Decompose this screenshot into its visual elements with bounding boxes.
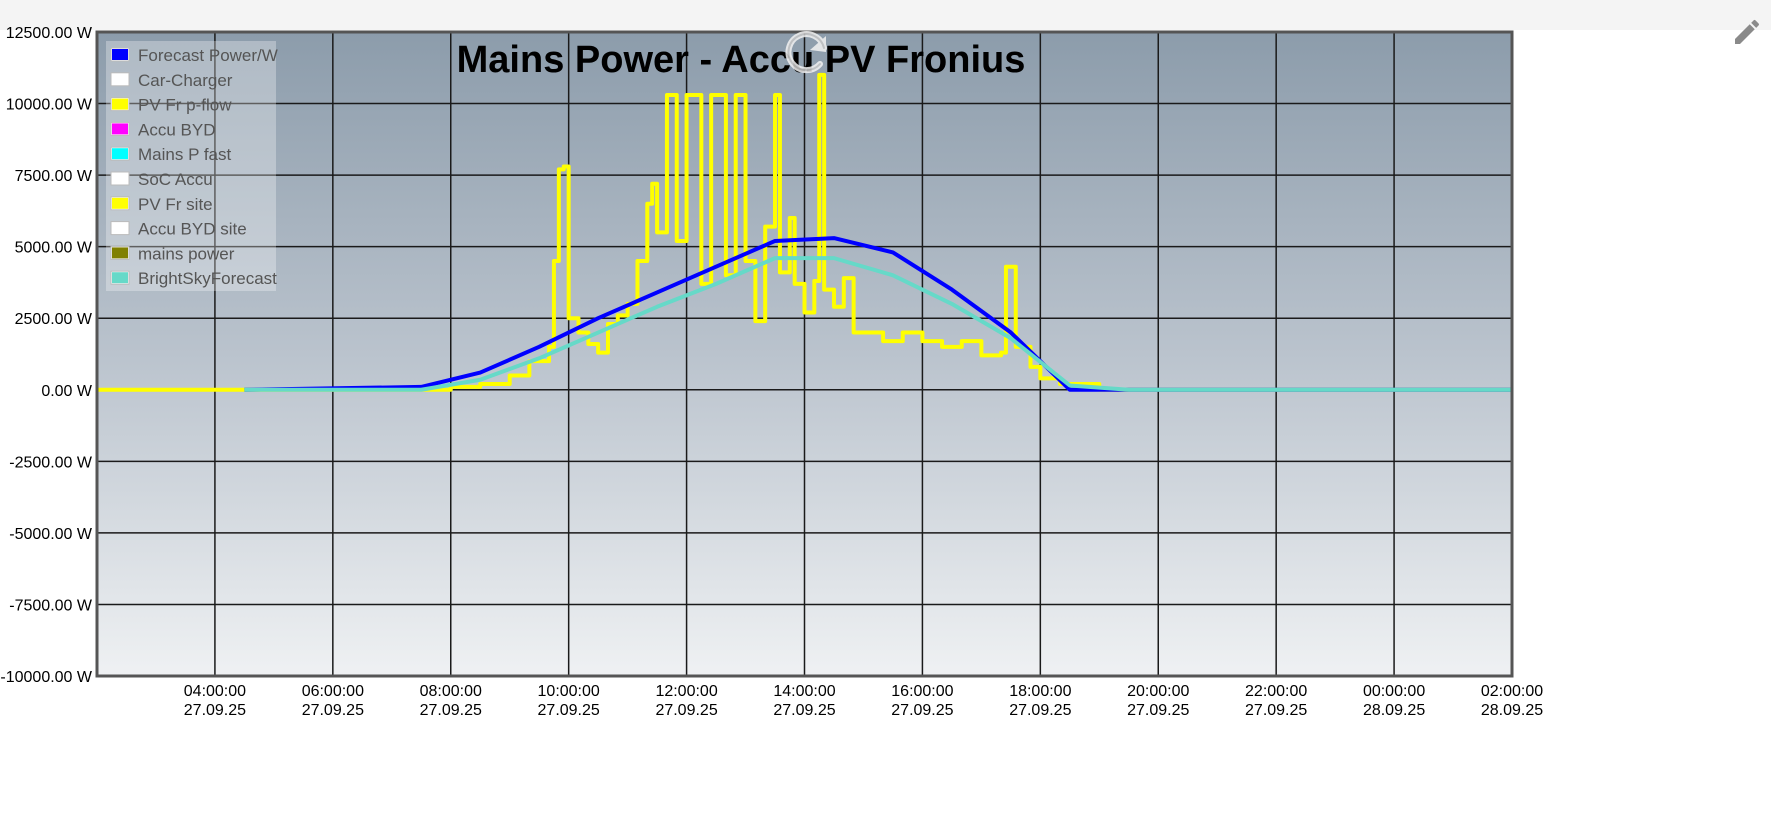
legend-label[interactable]: SoC Accu	[138, 170, 213, 189]
legend-label[interactable]: mains power	[138, 244, 235, 263]
y-tick-label: 7500.00 W	[15, 168, 93, 185]
y-tick-label: 2500.00 W	[15, 311, 93, 328]
legend-swatch	[112, 123, 128, 135]
series-line-pv-fr-site	[97, 72, 1512, 392]
legend-swatch	[112, 49, 128, 60]
legend: Forecast Power/W Car-Charger PV Fr p-flow A…	[106, 41, 278, 291]
x-tick-date: 27.09.25	[420, 702, 482, 719]
x-tick-date: 27.09.25	[773, 702, 835, 719]
legend-swatch	[112, 247, 128, 259]
x-tick-date: 27.09.25	[184, 702, 246, 719]
y-tick-label: -2500.00 W	[9, 454, 93, 471]
x-tick-date: 27.09.25	[891, 702, 953, 719]
legend-swatch	[112, 98, 128, 110]
y-tick-label: 0.00 W	[41, 383, 93, 400]
x-tick-time: 02:00:00	[1481, 683, 1543, 700]
legend-label[interactable]: Accu BYD site	[138, 220, 247, 239]
x-tick-date: 27.09.25	[1245, 702, 1307, 719]
x-tick-date: 28.09.25	[1363, 702, 1425, 719]
y-tick-label: -10000.00 W	[0, 669, 93, 686]
x-tick-time: 20:00:00	[1127, 683, 1189, 700]
x-tick-date: 27.09.25	[302, 702, 364, 719]
x-tick-date: 27.09.25	[655, 702, 717, 719]
top-bar	[0, 0, 1771, 30]
x-tick-time: 16:00:00	[891, 683, 953, 700]
legend-label[interactable]: Mains P fast	[138, 145, 232, 164]
x-tick-date: 27.09.25	[538, 702, 600, 719]
x-tick-time: 14:00:00	[773, 683, 835, 700]
series-line-brightskyforecast	[244, 256, 1512, 392]
legend-box	[106, 41, 276, 291]
legend-label[interactable]: Car-Charger	[138, 71, 233, 90]
y-tick-label: -5000.00 W	[9, 526, 93, 543]
x-axis: 04:00:00 27.09.25 06:00:00 27.09.25 08:00:00…	[184, 683, 1543, 719]
x-tick-time: 22:00:00	[1245, 683, 1307, 700]
series-layer	[97, 72, 1512, 392]
y-tick-label: 12500.00 W	[6, 25, 93, 42]
x-tick-date: 28.09.25	[1481, 702, 1543, 719]
legend-label[interactable]: BrightSkyForecast	[138, 269, 277, 288]
legend-label[interactable]: PV Fr p-flow	[138, 96, 232, 115]
chart-title: Mains Power - Accu PV Fronius	[457, 39, 1026, 81]
y-tick-label: -7500.00 W	[9, 597, 93, 614]
x-tick-time: 04:00:00	[184, 683, 246, 700]
x-tick-time: 06:00:00	[302, 683, 364, 700]
legend-swatch	[112, 197, 128, 209]
x-tick-time: 18:00:00	[1009, 683, 1071, 700]
legend-swatch	[112, 148, 128, 160]
y-tick-label: 10000.00 W	[6, 97, 93, 114]
legend-swatch	[112, 272, 128, 284]
legend-swatch	[112, 173, 128, 184]
x-tick-date: 27.09.25	[1009, 702, 1071, 719]
legend-label[interactable]: Forecast Power/W	[138, 46, 278, 65]
x-tick-time: 08:00:00	[420, 683, 482, 700]
refresh-icon[interactable]	[780, 26, 836, 82]
x-tick-time: 12:00:00	[655, 683, 717, 700]
y-tick-label: 5000.00 W	[15, 240, 93, 257]
legend-swatch	[112, 222, 128, 234]
x-tick-time: 00:00:00	[1363, 683, 1425, 700]
legend-swatch	[112, 73, 128, 85]
legend-label[interactable]: Accu BYD	[138, 120, 215, 139]
x-tick-time: 10:00:00	[538, 683, 600, 700]
legend-label[interactable]: PV Fr site	[138, 195, 213, 214]
x-tick-date: 27.09.25	[1127, 702, 1189, 719]
y-axis: 12500.00 W 10000.00 W 7500.00 W 5000.00 W 25…	[0, 25, 93, 686]
edit-icon[interactable]	[1731, 16, 1763, 48]
